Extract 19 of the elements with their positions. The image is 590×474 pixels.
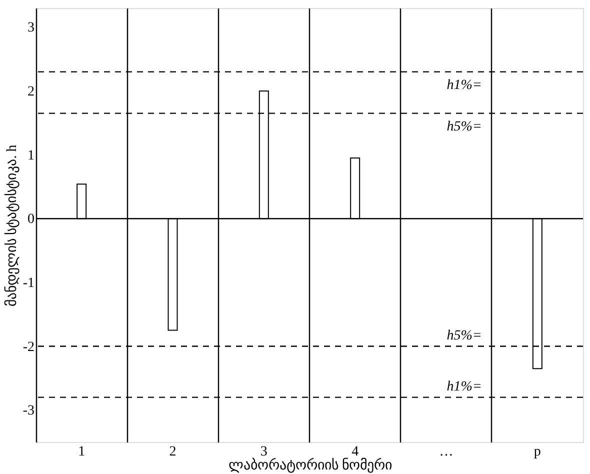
x-axis-title: ლაბორატორიის ნომერი (228, 458, 392, 474)
y-tick-label: -3 (22, 404, 34, 419)
x-tick-label: … (439, 444, 454, 460)
y-tick-label: 2 (28, 84, 34, 100)
x-tick-label: 2 (169, 444, 176, 460)
x-tick-label: 4 (352, 444, 359, 460)
y-axis-title: მანდელის სტატისტიკა. h (4, 144, 20, 306)
x-tick-label: 1 (78, 444, 86, 460)
y-tick-label: -1 (22, 276, 34, 291)
y-tick-label: 0 (28, 212, 34, 228)
ref-line-label: h5%= (446, 119, 482, 134)
x-tick-label: p (534, 444, 541, 460)
x-tick-label: 3 (260, 444, 268, 460)
y-tick-label: 1 (28, 148, 34, 164)
y-tick-label: -2 (22, 340, 34, 355)
y-tick-label: 3 (28, 20, 34, 36)
ref-line-label: h5%= (446, 328, 482, 344)
ref-line-label: h1%= (446, 379, 482, 394)
ref-line-label: h1%= (446, 78, 482, 93)
